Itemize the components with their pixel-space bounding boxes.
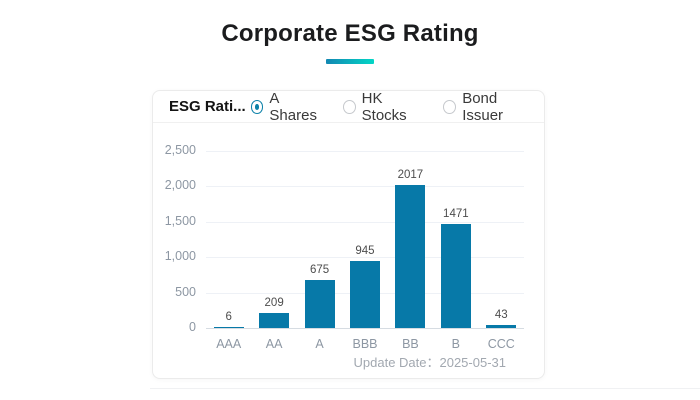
gridline bbox=[206, 257, 524, 259]
x-axis-tick-label: BB bbox=[402, 337, 419, 351]
x-axis-tick-label: CCC bbox=[487, 337, 515, 351]
bar-column: 43 bbox=[479, 151, 524, 328]
y-axis-tick-label: 2,500 bbox=[164, 143, 196, 157]
y-axis-tick-label: 0 bbox=[189, 320, 196, 334]
bar-column: 6 bbox=[206, 151, 251, 328]
radio-label: HK Stocks bbox=[361, 89, 407, 124]
radio-button-icon bbox=[443, 99, 457, 114]
radio-label: Bond Issuer bbox=[462, 89, 504, 124]
x-axis-tick-label: AAA bbox=[216, 337, 242, 351]
gridline bbox=[206, 151, 524, 152]
radio-label: A Shares bbox=[269, 89, 317, 124]
section-divider bbox=[150, 388, 700, 389]
bar-column: 1471 bbox=[433, 151, 478, 328]
bar-column: 2017 bbox=[388, 151, 433, 328]
radio-a-shares[interactable]: A Shares bbox=[250, 89, 324, 124]
x-axis-tick-label: BBB bbox=[352, 337, 378, 351]
gridline bbox=[206, 328, 524, 329]
panel-title: ESG Rati... bbox=[169, 98, 246, 115]
bar-value-label: 2017 bbox=[397, 169, 424, 182]
page-title: Corporate ESG Rating bbox=[221, 20, 479, 47]
bar-column: 209 bbox=[251, 151, 296, 328]
bar-value-label: 6 bbox=[225, 310, 232, 323]
x-axis-tick-label: AA bbox=[265, 337, 283, 351]
bar bbox=[440, 223, 471, 328]
title-underline-accent bbox=[326, 59, 374, 64]
bar bbox=[304, 280, 335, 328]
panel-header: ESG Rati... A Shares HK Stocks Bond Issuer bbox=[153, 89, 544, 124]
gridline bbox=[206, 221, 524, 223]
esg-rating-panel: ESG Rati... A Shares HK Stocks Bond Issuer… bbox=[152, 90, 545, 379]
radio-bond-issuer[interactable]: Bond Issuer bbox=[443, 90, 534, 124]
y-axis-tick-label: 500 bbox=[175, 284, 196, 299]
bar bbox=[213, 326, 244, 328]
update-date-label: Update Date：2025-05-31 bbox=[353, 355, 507, 370]
bar-value-label: 1471 bbox=[443, 207, 469, 220]
x-axis-tick-label: B bbox=[451, 337, 461, 351]
gridline bbox=[206, 186, 524, 188]
bar bbox=[259, 313, 290, 328]
radio-group: A Shares HK Stocks Bond Issuer bbox=[250, 89, 534, 124]
bar bbox=[486, 324, 517, 328]
plot-area: 0 500 1,000 1,500 2,000 2,500 6 AAA 209 AA 675 A 945… bbox=[165, 143, 524, 351]
bar-value-label: 43 bbox=[494, 308, 508, 321]
bar bbox=[395, 185, 426, 328]
bar-value-label: 675 bbox=[309, 264, 330, 277]
x-axis-tick-label: A bbox=[315, 337, 324, 351]
bar bbox=[349, 261, 380, 328]
bar-column: 675 bbox=[297, 151, 342, 328]
bar-chart: 0 500 1,000 1,500 2,000 2,500 6 AAA 209 AA 675 A 945… bbox=[153, 123, 544, 378]
radio-button-icon bbox=[342, 99, 356, 114]
y-axis-tick-label: 1,000 bbox=[164, 249, 196, 264]
bar-column: 945 bbox=[342, 151, 387, 328]
bar-value-label: 209 bbox=[264, 297, 284, 310]
y-axis-tick-label: 2,000 bbox=[164, 178, 196, 193]
radio-hk-stocks[interactable]: HK Stocks bbox=[342, 89, 425, 124]
y-axis-tick-label: 1,500 bbox=[164, 213, 196, 228]
radio-button-icon bbox=[250, 99, 264, 114]
bar-value-label: 945 bbox=[355, 245, 375, 258]
